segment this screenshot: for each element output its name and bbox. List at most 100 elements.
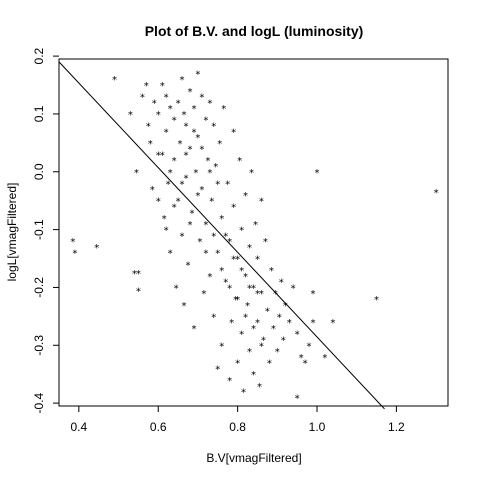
data-point: * xyxy=(298,353,304,364)
data-point: * xyxy=(143,81,149,92)
data-point: * xyxy=(258,341,264,352)
data-point: * xyxy=(221,104,227,115)
y-tick-label: 0.1 xyxy=(32,105,46,122)
data-point: * xyxy=(235,295,241,306)
data-point: * xyxy=(149,185,155,196)
data-point: * xyxy=(215,364,221,375)
data-point: * xyxy=(282,301,288,312)
data-point: * xyxy=(207,98,213,109)
data-point: * xyxy=(211,231,217,242)
data-point: * xyxy=(280,335,286,346)
data-point: * xyxy=(155,150,161,161)
data-point: * xyxy=(217,139,223,150)
data-point: * xyxy=(187,220,193,231)
data-point: * xyxy=(302,359,308,370)
data-point: * xyxy=(171,116,177,127)
data-point: * xyxy=(294,330,300,341)
data-point: * xyxy=(247,243,253,254)
data-point: * xyxy=(127,110,133,121)
data-point: * xyxy=(254,289,260,300)
y-tick-label: -0.2 xyxy=(32,277,46,298)
data-point: * xyxy=(213,162,219,173)
data-point: * xyxy=(195,191,201,202)
data-point: * xyxy=(247,283,253,294)
data-point: * xyxy=(171,202,177,213)
data-point: * xyxy=(183,150,189,161)
data-point: * xyxy=(227,376,233,387)
x-axis-label: B.V[vmagFiltered] xyxy=(206,451,301,465)
data-point: * xyxy=(197,237,203,248)
data-point: * xyxy=(94,243,100,254)
data-point: * xyxy=(163,93,169,104)
data-point: * xyxy=(207,168,213,179)
data-point: * xyxy=(254,255,260,266)
data-point: * xyxy=(135,269,141,280)
data-point: * xyxy=(258,289,264,300)
data-point: * xyxy=(274,347,280,358)
data-point: * xyxy=(205,156,211,167)
data-point: * xyxy=(147,139,153,150)
data-point: * xyxy=(133,168,139,179)
data-point: * xyxy=(241,388,247,399)
data-point: * xyxy=(237,156,243,167)
y-tick-label: -0.1 xyxy=(32,219,46,240)
data-point: * xyxy=(252,220,258,231)
data-point: * xyxy=(310,318,316,329)
data-point: * xyxy=(374,295,380,306)
data-point: * xyxy=(185,260,191,271)
data-point: * xyxy=(72,249,78,260)
data-point: * xyxy=(270,324,276,335)
data-point: * xyxy=(231,202,237,213)
y-tick-label: -0.3 xyxy=(32,335,46,356)
data-point: * xyxy=(290,283,296,294)
data-point: * xyxy=(231,255,237,266)
data-point: * xyxy=(239,330,245,341)
regression-line xyxy=(58,61,385,410)
data-point: * xyxy=(191,104,197,115)
data-point: * xyxy=(195,69,201,80)
data-point: * xyxy=(167,168,173,179)
data-point: * xyxy=(191,324,197,335)
data-point: * xyxy=(322,353,328,364)
data-point: * xyxy=(199,185,205,196)
data-point: * xyxy=(219,266,225,277)
data-point: * xyxy=(211,312,217,323)
data-point: * xyxy=(199,145,205,156)
data-point: * xyxy=(227,237,233,248)
data-point: * xyxy=(131,269,137,280)
x-axis: 0.4 0.6 0.8 1.0 1.2 xyxy=(71,405,405,434)
data-point: * xyxy=(161,214,167,225)
data-point: * xyxy=(145,122,151,133)
data-point: * xyxy=(181,110,187,121)
data-point: * xyxy=(183,122,189,133)
data-point: * xyxy=(191,127,197,138)
y-tick-label: -0.4 xyxy=(32,392,46,413)
data-point: * xyxy=(173,283,179,294)
data-point: * xyxy=(187,87,193,98)
data-point: * xyxy=(276,312,282,323)
y-axis: -0.4 -0.3 -0.2 -0.1 0.0 0.1 0.2 xyxy=(32,47,59,413)
data-point: * xyxy=(250,283,256,294)
data-point: * xyxy=(248,168,254,179)
data-point: * xyxy=(219,214,225,225)
data-point: * xyxy=(209,197,215,208)
data-point: * xyxy=(112,75,118,86)
data-point: * xyxy=(258,197,264,208)
data-point: * xyxy=(260,335,266,346)
data-point: * xyxy=(163,226,169,237)
data-point: * xyxy=(195,133,201,144)
data-point: * xyxy=(264,307,270,318)
data-point: * xyxy=(203,220,209,231)
data-point: * xyxy=(70,237,76,248)
data-point: * xyxy=(227,283,233,294)
data-point: * xyxy=(223,278,229,289)
y-axis-label: logL[vmagFiltered] xyxy=(5,183,19,282)
x-tick-label: 0.4 xyxy=(71,420,88,434)
data-point: * xyxy=(189,208,195,219)
x-tick-label: 0.6 xyxy=(150,420,167,434)
data-point: * xyxy=(256,382,262,393)
plot-frame xyxy=(58,58,449,407)
data-point: * xyxy=(235,359,241,370)
data-point: * xyxy=(179,231,185,242)
data-point: * xyxy=(266,359,272,370)
